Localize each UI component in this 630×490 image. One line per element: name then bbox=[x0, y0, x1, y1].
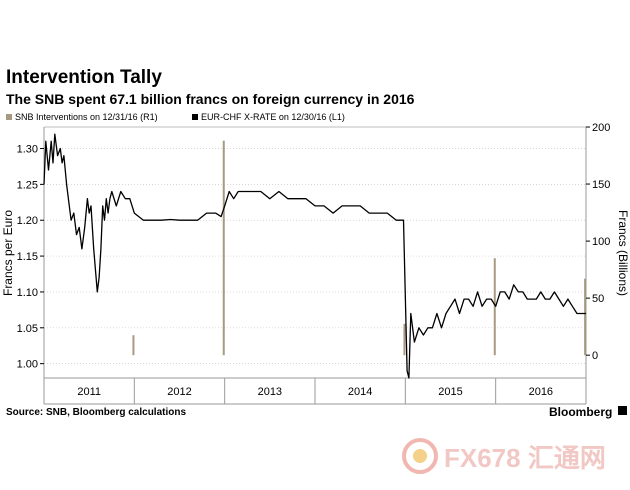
source-note: Source: SNB, Bloomberg calculations bbox=[6, 407, 187, 418]
right-axis-ticks: 0 50 100 150 200 bbox=[586, 122, 610, 362]
left-tick-label: 1.00 bbox=[17, 359, 38, 371]
intervention-bar bbox=[403, 323, 406, 356]
x-tick-label: 2016 bbox=[529, 386, 553, 398]
left-tick-label: 1.25 bbox=[17, 179, 38, 191]
right-tick-label: 100 bbox=[592, 236, 610, 248]
bloomberg-mark-icon bbox=[618, 406, 627, 415]
legend-label-interventions: SNB Interventions on 12/31/16 (R1) bbox=[15, 112, 158, 122]
x-axis-ticks: 2011 2012 2013 2014 2015 2016 bbox=[77, 386, 553, 398]
y-axis-right-label: Francs (Billions) bbox=[616, 210, 630, 296]
chart-title: Intervention Tally bbox=[6, 67, 162, 88]
left-tick-label: 1.10 bbox=[17, 287, 38, 299]
legend-label-eurchf: EUR-CHF X-RATE on 12/30/16 (L1) bbox=[201, 112, 345, 122]
y-axis-left-label: Francs per Euro bbox=[1, 210, 15, 296]
legend-swatch-eurchf bbox=[192, 114, 198, 120]
left-tick-label: 1.30 bbox=[17, 144, 38, 156]
left-tick-label: 1.05 bbox=[17, 323, 38, 335]
right-tick-label: 0 bbox=[592, 350, 598, 362]
intervention-bars bbox=[132, 140, 587, 356]
gridlines bbox=[44, 148, 586, 365]
right-tick-label: 50 bbox=[592, 293, 604, 305]
intervention-bar bbox=[493, 258, 496, 356]
fx678-logo-icon bbox=[402, 438, 438, 474]
year-dividers bbox=[133, 378, 497, 404]
legend: SNB Interventions on 12/31/16 (R1) EUR-C… bbox=[6, 112, 345, 122]
right-tick-label: 150 bbox=[592, 179, 610, 191]
x-tick-label: 2011 bbox=[77, 386, 101, 398]
left-tick-label: 1.15 bbox=[17, 251, 38, 263]
legend-swatch-interventions bbox=[6, 114, 12, 120]
intervention-bar bbox=[132, 335, 135, 356]
intervention-bar bbox=[222, 140, 225, 356]
watermark-text: FX678 汇通网 bbox=[444, 443, 606, 473]
right-tick-label: 200 bbox=[592, 122, 610, 134]
bloomberg-logo: Bloomberg bbox=[549, 405, 613, 419]
left-tick-label: 1.20 bbox=[17, 215, 38, 227]
x-tick-label: 2014 bbox=[348, 386, 372, 398]
eurchf-line bbox=[43, 133, 586, 379]
x-tick-label: 2012 bbox=[167, 386, 191, 398]
intervention-bar bbox=[584, 278, 587, 356]
left-axis-ticks: 1.00 1.05 1.10 1.15 1.20 1.25 1.30 bbox=[17, 144, 44, 371]
x-tick-label: 2013 bbox=[258, 386, 282, 398]
x-tick-label: 2015 bbox=[438, 386, 462, 398]
chart-subtitle: The SNB spent 67.1 billion francs on for… bbox=[6, 91, 415, 107]
